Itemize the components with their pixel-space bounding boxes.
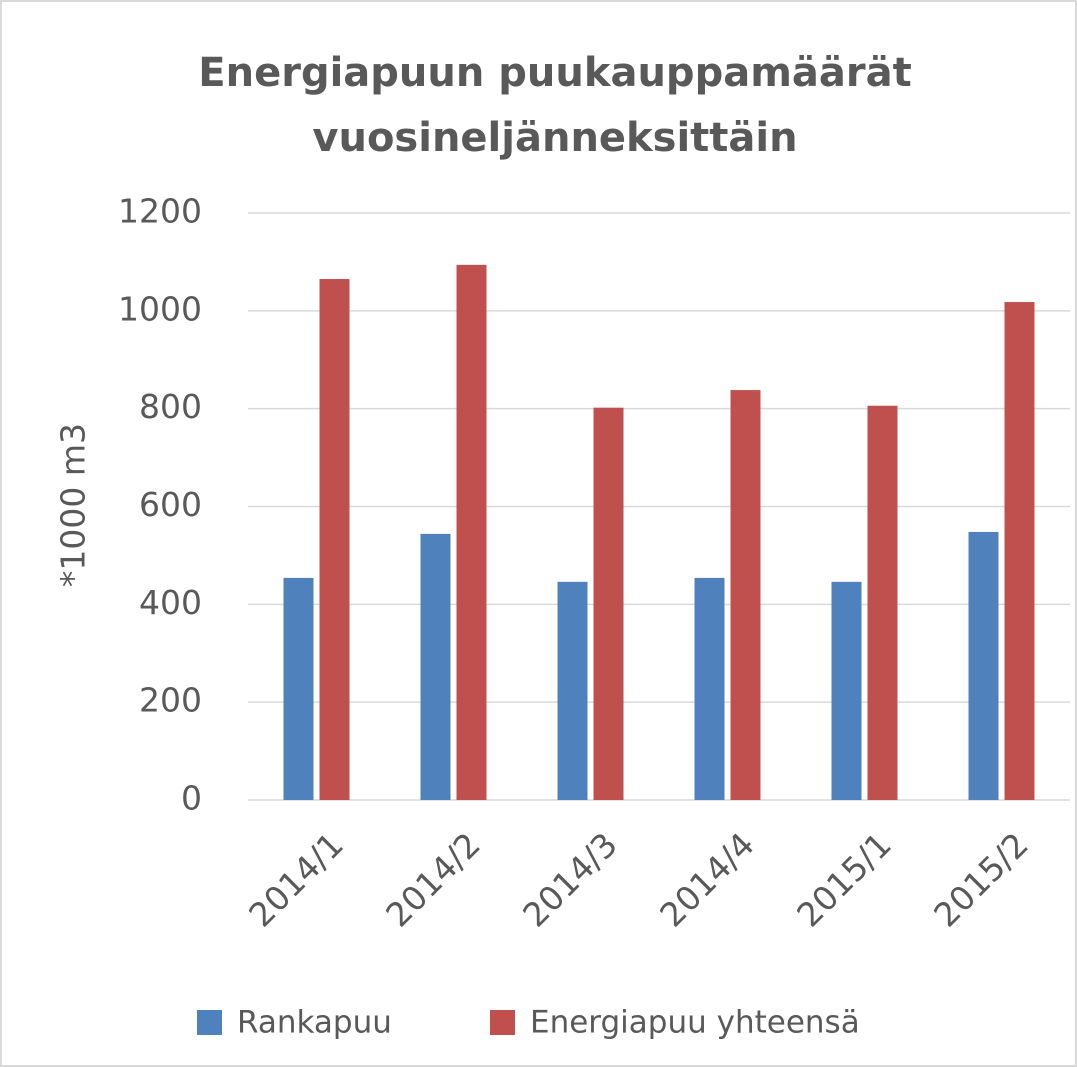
y-axis-label: *1000 m3 [54, 423, 93, 587]
y-tick-label: 0 [181, 779, 202, 818]
bar [283, 577, 314, 800]
y-tick-label: 200 [139, 681, 202, 720]
y-tick-label: 1200 [118, 192, 202, 231]
bar [319, 279, 350, 801]
y-tick-label: 400 [139, 583, 202, 622]
chart-title: vuosineljänneksittäin [312, 115, 797, 161]
bar [456, 264, 487, 800]
bar [694, 577, 725, 800]
legend-label: Rankapuu [237, 1005, 392, 1041]
chart-title: Energiapuun puukauppamäärät [198, 50, 911, 96]
legend-label: Energiapuu yhteensä [530, 1005, 860, 1041]
y-tick-label: 800 [139, 387, 202, 426]
bar [593, 407, 624, 800]
bar [867, 405, 898, 800]
y-tick-label: 1000 [118, 289, 202, 328]
x-tick-label: 2014/2 [378, 825, 488, 935]
bar [831, 581, 862, 800]
bar [1004, 302, 1035, 800]
bar [420, 533, 451, 800]
bar [557, 581, 588, 800]
legend-swatch [490, 1010, 515, 1035]
bar [968, 531, 999, 800]
x-tick-label: 2014/1 [241, 825, 351, 935]
x-tick-label: 2015/2 [926, 825, 1036, 935]
x-tick-label: 2015/1 [789, 825, 899, 935]
y-tick-label: 600 [139, 485, 202, 524]
x-tick-label: 2014/4 [652, 825, 762, 935]
legend-swatch [197, 1010, 222, 1035]
bar [730, 390, 761, 800]
x-tick-label: 2014/3 [515, 825, 625, 935]
